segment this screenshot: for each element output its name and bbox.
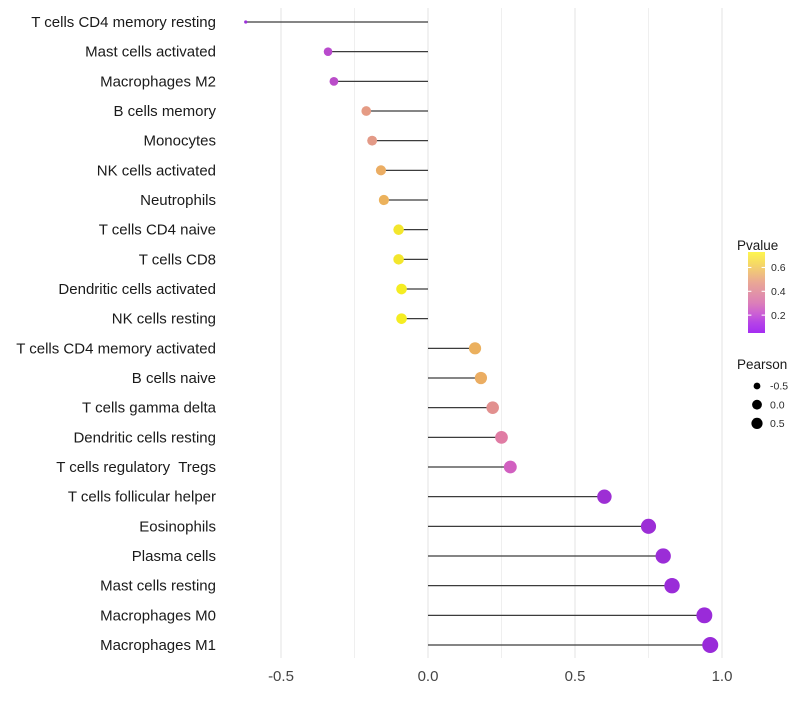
pearson-legend-title: Pearson — [737, 357, 787, 372]
lollipop-dot — [696, 607, 713, 624]
x-axis-tick-label: 0.5 — [565, 668, 586, 685]
lollipop-dot — [396, 283, 407, 295]
y-axis-label: Macrophages M1 — [100, 637, 216, 654]
y-axis-label: T cells CD4 memory activated — [16, 340, 216, 357]
pvalue-tick-label: 0.4 — [771, 286, 786, 298]
lollipop-dot — [323, 47, 333, 56]
lollipop-dot — [393, 224, 404, 235]
y-axis-label: T cells CD4 memory resting — [31, 14, 216, 31]
y-axis-label: NK cells resting — [112, 311, 216, 328]
y-axis-label: Neutrophils — [140, 192, 216, 209]
lollipop-dot — [495, 430, 508, 444]
y-axis-label: Eosinophils — [139, 518, 216, 535]
y-axis-label: T cells regulatory Tregs — [56, 459, 216, 476]
y-axis-label: Mast cells resting — [100, 578, 216, 595]
x-axis-tick-label: -0.5 — [268, 668, 294, 685]
pvalue-legend-title: Pvalue — [737, 238, 778, 253]
lollipop-dot — [468, 342, 482, 355]
pvalue-colorbar — [748, 252, 765, 333]
lollipop-dot — [329, 76, 339, 86]
x-axis-tick-label: 1.0 — [712, 668, 733, 685]
y-axis-label: B cells naive — [132, 370, 216, 387]
y-axis-label: Monocytes — [143, 133, 216, 150]
pvalue-colorbar-ticks: 0.6 0.4 0.2 — [748, 262, 786, 322]
lollipop-dot — [664, 577, 680, 594]
y-axis-label: Dendritic cells resting — [73, 429, 216, 446]
pearson-legend-dot — [751, 417, 763, 429]
lollipop-dot — [640, 518, 657, 534]
lollipop-stems — [245, 21, 711, 646]
y-axis-label: Plasma cells — [132, 548, 216, 565]
pearson-legend-label: 0.0 — [770, 399, 785, 411]
lollipop-dot — [597, 489, 612, 504]
pvalue-tick-label: 0.2 — [771, 310, 786, 322]
lollipop-dot — [378, 194, 389, 206]
lollipop-dot — [702, 637, 719, 654]
y-axis-label: B cells memory — [113, 103, 216, 120]
lollipop-dot — [244, 20, 248, 24]
grid-major-lines — [280, 8, 723, 658]
pearson-legend-dot — [753, 382, 761, 390]
pvalue-tick-label: 0.6 — [771, 262, 786, 274]
lollipop-dot — [486, 401, 499, 414]
pvalue-legend: Pvalue 0.6 0.4 0.2 — [737, 238, 786, 333]
pearson-legend-dot — [752, 399, 762, 410]
y-axis-label: T cells follicular helper — [68, 489, 216, 506]
y-axis-label: NK cells activated — [97, 162, 216, 179]
lollipop-dot — [474, 371, 488, 385]
lollipop-dot — [503, 460, 517, 474]
x-axis-tick-labels: -0.5 0.0 0.5 1.0 — [268, 668, 732, 685]
lollipop-dots — [244, 20, 719, 654]
y-axis-label: Mast cells activated — [85, 44, 216, 61]
pearson-legend: Pearson -0.5 0.0 0.5 — [737, 357, 788, 430]
lollipop-dot — [655, 548, 671, 564]
y-axis-label: T cells CD4 naive — [99, 222, 216, 239]
lollipop-dot — [367, 135, 378, 146]
y-axis-labels: T cells CD4 memory resting Mast cells act… — [16, 14, 216, 654]
grid-minor-lines — [354, 8, 649, 658]
y-axis-label: T cells gamma delta — [82, 400, 217, 417]
y-axis-label: T cells CD8 — [139, 251, 216, 268]
pearson-legend-label: -0.5 — [770, 381, 788, 393]
y-axis-label: Macrophages M0 — [100, 607, 216, 624]
lollipop-dot — [361, 106, 372, 116]
pearson-legend-label: 0.5 — [770, 418, 785, 430]
lollipop-dot — [396, 313, 407, 324]
lollipop-dot — [375, 165, 387, 176]
y-axis-label: Macrophages M2 — [100, 73, 216, 90]
pearson-size-items: -0.5 0.0 0.5 — [751, 381, 788, 430]
lollipop-dot — [393, 254, 404, 265]
x-axis-tick-label: 0.0 — [418, 668, 439, 685]
y-axis-label: Dendritic cells activated — [58, 281, 216, 298]
